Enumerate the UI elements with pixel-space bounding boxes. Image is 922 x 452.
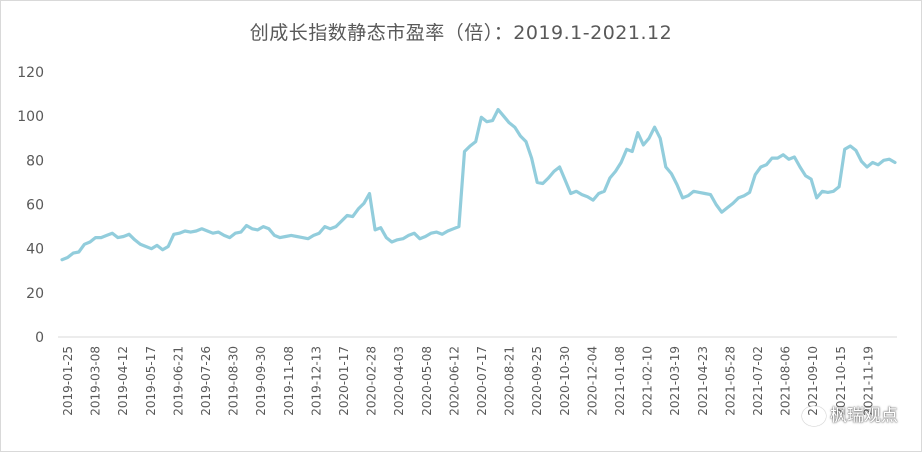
x-tick-label: 2019-11-08 bbox=[282, 346, 296, 416]
x-tick-label: 2020-08-21 bbox=[503, 346, 517, 416]
x-tick-label: 2019-07-26 bbox=[199, 346, 213, 416]
y-tick-label: 80 bbox=[26, 153, 44, 169]
x-tick-label: 2021-09-10 bbox=[806, 346, 820, 416]
x-tick-label: 2021-07-02 bbox=[751, 346, 765, 416]
x-tick-label: 2020-01-17 bbox=[337, 346, 351, 416]
x-tick-label: 2021-08-06 bbox=[779, 346, 793, 416]
y-tick-label: 20 bbox=[26, 286, 44, 302]
x-tick-label: 2019-05-17 bbox=[144, 346, 158, 416]
x-tick-label: 2020-10-30 bbox=[558, 346, 572, 416]
x-tick-label: 2020-04-03 bbox=[392, 346, 406, 416]
watermark: 枫瑞观点 bbox=[802, 401, 898, 426]
x-tick-label: 2019-12-13 bbox=[309, 346, 323, 416]
x-tick-label: 2019-01-25 bbox=[61, 346, 75, 416]
y-tick-label: 40 bbox=[26, 242, 44, 258]
x-tick-label: 2021-11-19 bbox=[861, 346, 875, 416]
x-tick-label: 2020-12-04 bbox=[585, 346, 599, 416]
chart-title: 创成长指数静态市盈率（倍）：2019.1-2021.12 bbox=[249, 22, 673, 44]
x-tick-label: 2021-03-19 bbox=[668, 346, 682, 416]
x-tick-label: 2019-09-30 bbox=[254, 346, 268, 416]
y-tick-label: 60 bbox=[26, 198, 44, 214]
x-tick-label: 2019-04-12 bbox=[116, 346, 130, 416]
x-tick-label: 2021-02-10 bbox=[641, 346, 655, 416]
x-tick-label: 2021-05-28 bbox=[723, 346, 737, 416]
watermark-text: 枫瑞观点 bbox=[830, 406, 898, 426]
x-tick-label: 2021-10-15 bbox=[834, 346, 848, 416]
x-tick-label: 2020-05-08 bbox=[420, 346, 434, 416]
x-tick-label: 2019-06-21 bbox=[171, 346, 185, 416]
x-tick-label: 2020-07-17 bbox=[475, 346, 489, 416]
series-line bbox=[60, 107, 897, 262]
y-tick-label: 0 bbox=[35, 330, 44, 346]
x-tick-label: 2019-08-30 bbox=[227, 346, 241, 416]
x-tick-label: 2020-02-28 bbox=[365, 346, 379, 416]
x-tick-label: 2021-04-23 bbox=[696, 346, 710, 416]
y-tick-label: 100 bbox=[17, 109, 44, 125]
x-tick-label: 2021-01-08 bbox=[613, 346, 627, 416]
x-tick-label: 2020-09-25 bbox=[530, 346, 544, 416]
x-tick-label: 2019-03-08 bbox=[89, 346, 103, 416]
x-tick-label: 2020-06-12 bbox=[447, 346, 461, 416]
chat-bubble-icon bbox=[802, 406, 826, 426]
y-tick-label: 120 bbox=[17, 65, 44, 81]
